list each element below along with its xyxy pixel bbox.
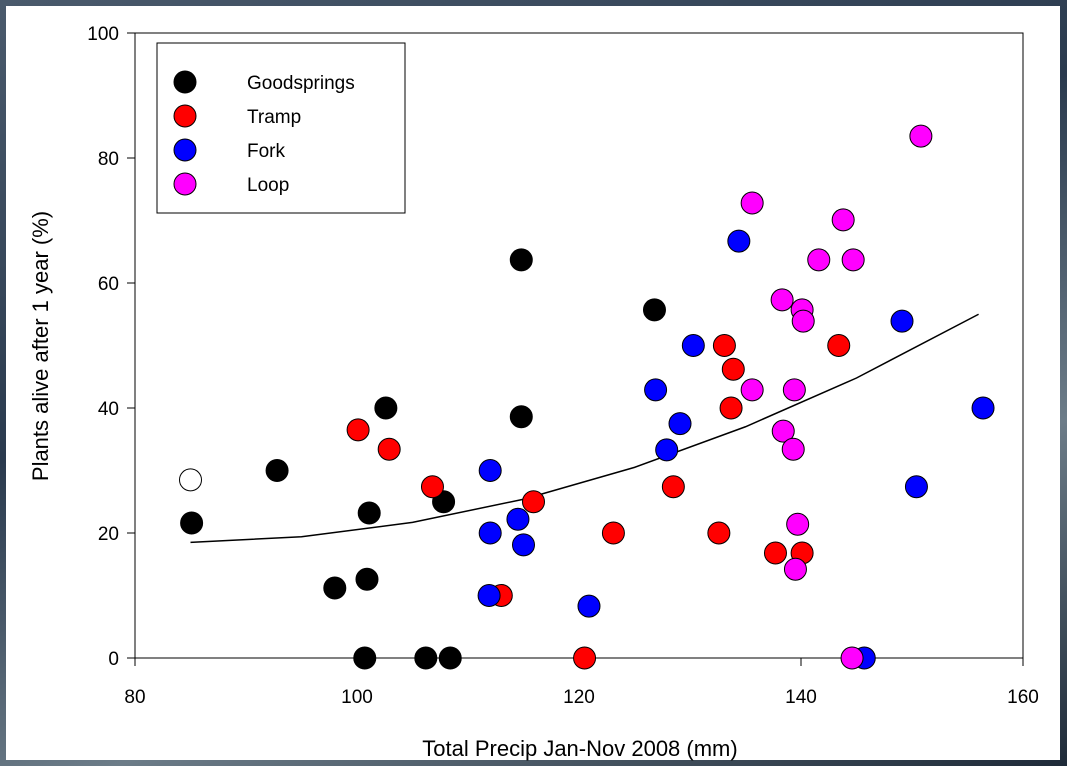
y-tick-label: 20: [98, 524, 119, 545]
scatter-point: [512, 533, 535, 557]
scatter-point: [414, 646, 438, 670]
scatter-point: [740, 191, 764, 215]
trend-line: [190, 313, 979, 544]
scatter-point: [644, 378, 668, 402]
scatter-point: [781, 437, 805, 461]
scatter-point: [509, 405, 533, 429]
y-axis-label: Plants alive after 1 year (%): [28, 211, 53, 481]
y-tick-label: 100: [87, 24, 119, 45]
legend-label: Tramp: [247, 107, 301, 128]
scatter-point: [971, 396, 995, 420]
scatter-point: [661, 475, 685, 499]
scatter-point: [668, 412, 692, 436]
y-tick-label: 0: [108, 649, 119, 670]
scatter-point: [655, 438, 679, 462]
scatter-point: [642, 298, 666, 322]
scatter-point: [840, 646, 864, 670]
scatter-point: [573, 646, 597, 670]
scatter-point: [478, 459, 502, 482]
scatter-point: [783, 557, 807, 581]
scatter-point: [771, 419, 795, 443]
scatter-point: [374, 396, 398, 420]
scatter-point: [707, 521, 731, 545]
scatter-point: [438, 646, 462, 670]
scatter-point: [353, 646, 377, 670]
scatter-point: [180, 511, 204, 535]
scatter-point: [721, 357, 745, 381]
y-tick-label: 80: [98, 149, 119, 170]
scatter-point: [782, 378, 806, 402]
x-tick-label: 100: [341, 687, 373, 708]
legend-marker: [173, 138, 197, 162]
x-tick-label: 160: [1007, 687, 1039, 708]
scatter-point: [681, 334, 705, 357]
scatter-point: [719, 396, 743, 420]
scatter-point: [712, 334, 736, 357]
scatter-point: [521, 490, 545, 514]
scatter-point: [890, 309, 914, 333]
y-tick-label: 40: [98, 399, 119, 420]
x-axis-label: Total Precip Jan-Nov 2008 (mm): [422, 736, 737, 761]
scatter-point: [807, 248, 831, 272]
scatter-point: [763, 541, 787, 565]
scatter-point: [420, 475, 444, 499]
scatter-point: [265, 459, 289, 482]
legend-label: Goodsprings: [247, 73, 355, 94]
scatter-point: [355, 567, 379, 591]
scatter-point: [727, 229, 751, 253]
scatter-point: [323, 576, 347, 600]
scatter-point: [357, 501, 381, 525]
legend-label: Loop: [247, 175, 289, 196]
scatter-point: [786, 512, 810, 536]
y-tick-label: 60: [98, 274, 119, 295]
scatter-point: [740, 378, 764, 402]
scatter-point: [841, 248, 865, 272]
legend-box: [156, 42, 406, 214]
x-tick-label: 140: [785, 687, 817, 708]
scatter-point: [478, 521, 502, 545]
scatter-point: [509, 248, 533, 272]
scatter-point: [601, 521, 625, 545]
scatter-point: [377, 437, 401, 461]
legend-marker: [173, 172, 197, 196]
scatter-point: [179, 468, 202, 492]
x-tick-label: 80: [124, 687, 145, 708]
scatter-point: [904, 475, 928, 499]
x-tick-label: 120: [563, 687, 595, 708]
scatter-point: [477, 584, 501, 607]
scatter-point: [506, 507, 530, 531]
legend-label: Fork: [247, 141, 286, 162]
scatter-point: [827, 334, 851, 357]
legend-marker: [173, 70, 197, 94]
scatter-point: [831, 208, 855, 232]
scatter-point: [770, 288, 794, 312]
scatter-point: [577, 594, 601, 618]
scatter-point: [791, 309, 815, 333]
scatter-point: [909, 124, 933, 148]
legend-marker: [173, 104, 197, 128]
scatter-point: [346, 418, 370, 442]
